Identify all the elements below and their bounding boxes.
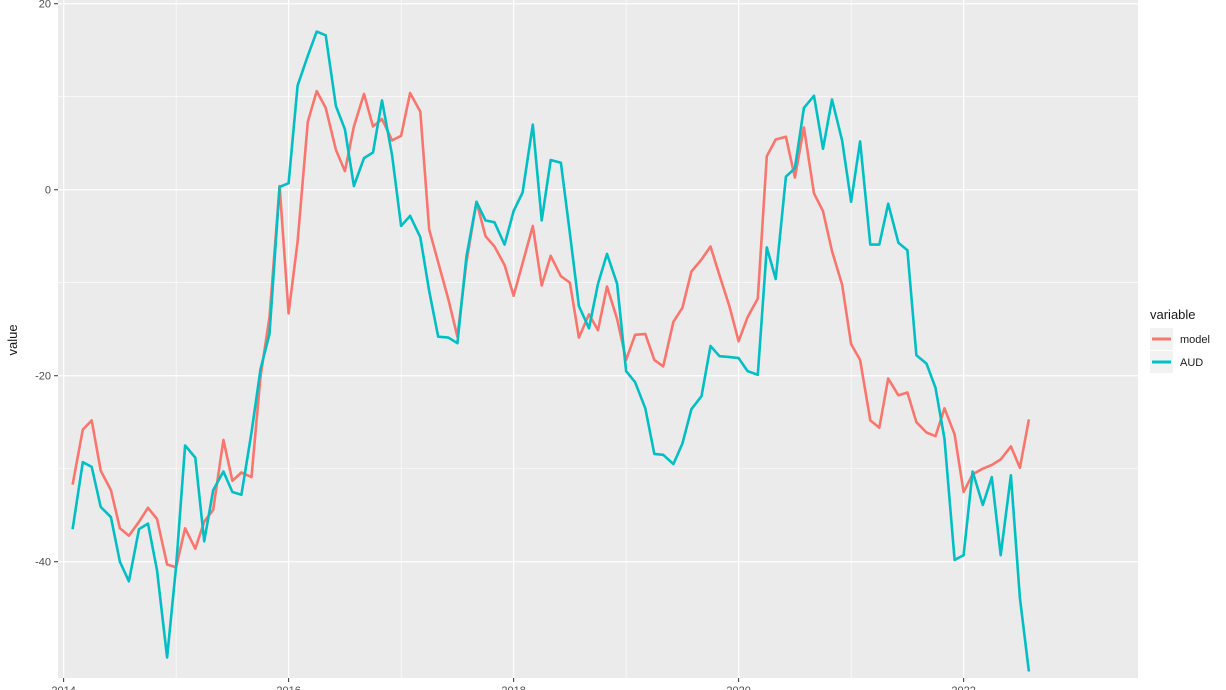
legend-item-model: model — [1150, 328, 1210, 350]
x-tick-label: 2022 — [951, 685, 975, 690]
y-tick-label: -40 — [35, 557, 51, 569]
legend-label-aud: AUD — [1180, 357, 1203, 369]
legend-item-aud: AUD — [1150, 351, 1203, 373]
legend-title: variable — [1150, 307, 1196, 322]
series-line-aud — [71, 30, 1031, 672]
y-tick-label: 20 — [39, 0, 51, 11]
x-tick-label: 2016 — [276, 685, 300, 690]
x-tick-label: 2020 — [726, 685, 750, 690]
plot-panel — [58, 0, 1138, 678]
y-tick-label: 0 — [45, 185, 51, 197]
series-line-model — [71, 89, 1031, 569]
x-tick-label: 2014 — [51, 685, 75, 690]
legend-label-model: model — [1180, 334, 1210, 346]
y-tick-label: -20 — [35, 371, 51, 383]
x-tick-label: 2018 — [501, 685, 525, 690]
y-axis-title: value — [5, 324, 20, 355]
legend: variable model AUD — [1150, 307, 1210, 373]
